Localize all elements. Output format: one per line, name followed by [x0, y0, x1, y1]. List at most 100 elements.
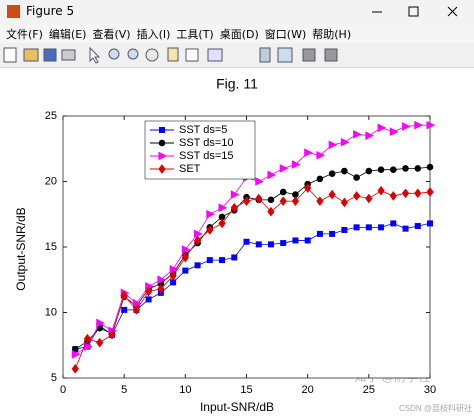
- tool-plottools[interactable]: [324, 48, 338, 62]
- marker: [243, 238, 250, 245]
- chart-title: Fig. 11: [216, 76, 258, 92]
- y-tick-label: 20: [45, 175, 57, 187]
- marker: [279, 164, 289, 173]
- y-tick-label: 10: [45, 306, 57, 318]
- marker: [231, 254, 238, 261]
- marker: [292, 237, 299, 244]
- marker: [414, 188, 422, 199]
- marker: [267, 196, 275, 204]
- marker: [206, 209, 215, 219]
- x-tick-label: 30: [424, 384, 436, 396]
- close-icon[interactable]: [447, 6, 458, 17]
- marker: [194, 262, 201, 269]
- marker: [291, 160, 301, 169]
- toolbar: [0, 43, 474, 68]
- tool-brush[interactable]: [207, 48, 223, 62]
- menu-item[interactable]: 插入(I): [136, 28, 171, 41]
- y-tick-label: 25: [45, 110, 57, 122]
- tool-zoom-in[interactable]: [108, 48, 120, 60]
- tool-datacursor[interactable]: [185, 48, 199, 62]
- x-tick-label: 5: [121, 384, 127, 396]
- marker: [169, 270, 177, 281]
- menu-item[interactable]: 查看(V): [92, 28, 131, 41]
- tool-save[interactable]: [43, 48, 57, 62]
- chart: Fig. 11 Input-SNR/dB Output-SNR/dB 知乎 @防…: [14, 76, 472, 414]
- marker: [414, 165, 422, 172]
- tool-print[interactable]: [61, 49, 76, 61]
- toolbar-icons: [3, 46, 338, 64]
- marker: [328, 140, 338, 150]
- menu-item[interactable]: 文件(F): [6, 28, 43, 41]
- marker: [340, 197, 348, 208]
- window-title: Figure 5: [26, 4, 75, 18]
- marker: [328, 189, 336, 200]
- menu-item[interactable]: 编辑(E): [48, 28, 87, 41]
- marker: [414, 223, 421, 230]
- marker: [194, 229, 203, 239]
- marker: [83, 333, 92, 344]
- marker: [316, 230, 323, 237]
- y-tick-label: 15: [45, 241, 57, 253]
- marker: [279, 188, 287, 196]
- marker: [145, 286, 153, 297]
- marker: [182, 267, 189, 274]
- marker: [402, 225, 409, 232]
- marker: [280, 240, 287, 247]
- marker: [353, 130, 362, 139]
- menu-item[interactable]: 工具(T): [176, 28, 214, 41]
- marker: [230, 190, 240, 199]
- marker: [426, 163, 434, 171]
- marker: [255, 241, 262, 248]
- legend-label: SST ds=10: [179, 137, 234, 149]
- marker: [121, 306, 128, 313]
- marker: [402, 165, 409, 172]
- marker: [145, 296, 152, 303]
- marker: [402, 122, 411, 131]
- legend-marker: [158, 164, 166, 174]
- tool-new[interactable]: [3, 47, 17, 63]
- marker: [218, 218, 226, 229]
- tool-colorbar[interactable]: [277, 47, 293, 63]
- marker: [352, 191, 361, 201]
- tool-open[interactable]: [23, 48, 39, 62]
- marker: [378, 224, 385, 231]
- marker: [316, 175, 324, 183]
- marker: [96, 318, 105, 328]
- marker: [389, 191, 397, 201]
- x-tick-label: 15: [240, 384, 252, 396]
- marker: [389, 127, 399, 137]
- tool-rotate[interactable]: [145, 48, 159, 62]
- marker: [169, 264, 179, 274]
- marker: [108, 329, 116, 340]
- maximize-icon[interactable]: [408, 6, 419, 17]
- menu-item[interactable]: 帮助(H): [312, 28, 352, 41]
- legend-marker: [159, 127, 165, 133]
- marker: [291, 196, 300, 206]
- menu-item[interactable]: 桌面(D): [219, 28, 259, 41]
- marker: [230, 202, 238, 213]
- marker: [414, 120, 423, 130]
- tool-zoom-out[interactable]: [127, 48, 139, 60]
- marker: [377, 123, 387, 133]
- x-tick-label: 10: [179, 384, 191, 396]
- menu-item[interactable]: 窗口(W): [264, 28, 307, 41]
- marker: [365, 193, 373, 204]
- tool-legend[interactable]: [302, 48, 316, 62]
- marker: [206, 225, 214, 235]
- legend-label: SET: [179, 163, 201, 175]
- marker: [181, 252, 189, 263]
- marker: [267, 241, 274, 248]
- tool-pointer[interactable]: [89, 46, 101, 64]
- marker: [365, 224, 372, 231]
- marker: [426, 120, 436, 130]
- marker: [96, 337, 104, 348]
- legend-marker: [158, 151, 168, 161]
- marker: [304, 148, 313, 157]
- legend-label: SST ds=5: [179, 124, 227, 136]
- marker: [341, 167, 348, 175]
- marker: [71, 350, 81, 359]
- tool-link[interactable]: [259, 47, 271, 63]
- tool-pan[interactable]: [167, 47, 179, 62]
- marker: [401, 188, 410, 199]
- marker: [255, 177, 264, 186]
